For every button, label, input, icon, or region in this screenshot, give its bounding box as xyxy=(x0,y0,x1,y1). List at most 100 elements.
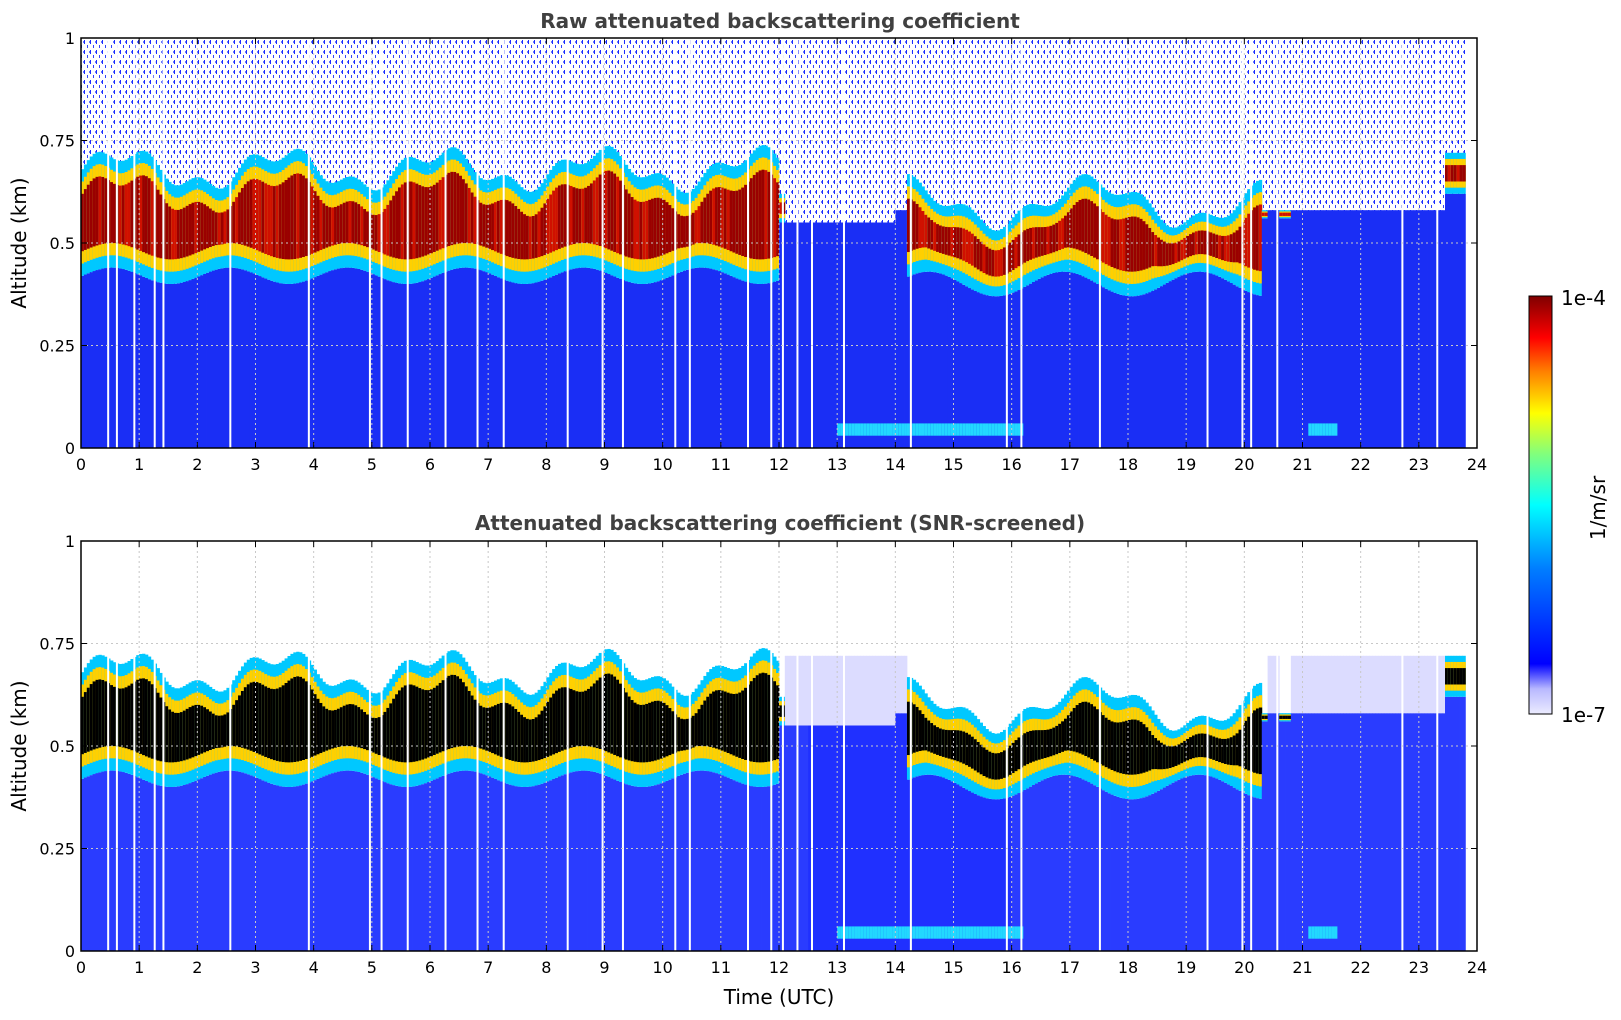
profile-column xyxy=(1011,795,1015,951)
profile-column xyxy=(1383,713,1388,951)
profile-column xyxy=(697,267,701,448)
profile-column xyxy=(191,278,195,448)
cloud-core xyxy=(604,673,608,752)
cloud-core xyxy=(1221,235,1225,261)
profile-column xyxy=(802,222,806,448)
profile-column xyxy=(1346,713,1350,951)
surface-layer xyxy=(869,926,873,939)
cloud-core xyxy=(581,188,585,244)
profile-column xyxy=(1264,218,1268,448)
profile-column xyxy=(400,283,405,448)
cloud-core xyxy=(569,688,573,748)
profile-column xyxy=(534,282,539,448)
cloud-core xyxy=(645,703,649,763)
profile-column xyxy=(822,725,826,951)
profile-column xyxy=(874,725,879,951)
surface-layer xyxy=(1334,423,1338,436)
profile-column xyxy=(767,283,771,448)
cloud-core xyxy=(1052,224,1056,253)
cloud-core xyxy=(968,734,972,767)
cloud-core xyxy=(1447,165,1452,182)
cloud-core xyxy=(627,696,632,761)
haze-column xyxy=(819,655,824,726)
profile-column xyxy=(403,786,408,951)
cloud-core xyxy=(147,178,152,255)
x-tick-label: 9 xyxy=(599,455,609,474)
cloud-core xyxy=(520,714,524,763)
profile-column xyxy=(1450,696,1455,951)
cloud-core xyxy=(979,744,983,775)
profile-column xyxy=(665,780,669,951)
profile-column xyxy=(1456,193,1460,448)
profile-column xyxy=(1096,283,1100,448)
profile-column xyxy=(450,772,454,951)
surface-layer xyxy=(915,926,919,939)
profile-column xyxy=(1037,781,1042,951)
profile-column xyxy=(1462,193,1466,448)
profile-column xyxy=(828,725,832,951)
cloud-core xyxy=(415,686,419,762)
cloud-core xyxy=(81,193,85,252)
cloud-core xyxy=(1462,165,1466,182)
profile-column xyxy=(872,725,876,951)
colorbar-min-label: 1e-7 xyxy=(1561,703,1606,727)
cloud-core xyxy=(281,182,285,260)
profile-column xyxy=(374,275,379,448)
haze-column xyxy=(1270,655,1274,714)
profile-column xyxy=(1357,713,1362,951)
cloud-core xyxy=(915,706,919,752)
haze-column xyxy=(1308,655,1312,714)
profile-column xyxy=(1157,790,1161,951)
cloud-core xyxy=(994,250,998,277)
cloud-core xyxy=(432,184,437,252)
profile-column xyxy=(235,771,239,951)
cloud-core xyxy=(970,736,975,769)
cloud-core xyxy=(232,704,236,747)
cloud-core xyxy=(938,728,943,756)
cloud-core xyxy=(741,690,745,760)
profile-column xyxy=(348,770,352,951)
cloud-core xyxy=(1189,737,1193,760)
profile-column xyxy=(584,770,588,951)
surface-layer xyxy=(944,423,949,436)
profile-column xyxy=(1000,798,1004,951)
profile-column xyxy=(555,274,559,448)
cloud-core xyxy=(589,686,594,747)
surface-layer xyxy=(973,423,978,436)
cloud-core xyxy=(1445,165,1449,182)
profile-column xyxy=(1279,721,1283,951)
profile-column xyxy=(851,725,856,951)
cloud-core xyxy=(81,696,85,755)
surface-layer xyxy=(860,423,864,436)
cloud-core xyxy=(773,681,777,761)
profile-column xyxy=(997,799,1001,951)
cloud-core xyxy=(1279,715,1283,719)
cloud-core xyxy=(290,678,294,763)
cloud-core xyxy=(653,700,658,761)
profile-column xyxy=(319,274,323,448)
profile-column xyxy=(171,283,175,448)
profile-column xyxy=(557,776,562,951)
cloud-core xyxy=(636,201,640,260)
profile-column xyxy=(176,283,181,448)
profile-column xyxy=(1418,210,1423,448)
profile-column xyxy=(936,272,940,448)
profile-column xyxy=(1142,797,1146,951)
profile-column xyxy=(1087,782,1091,951)
profile-column xyxy=(1305,713,1309,951)
profile-column xyxy=(1334,713,1338,951)
profile-column xyxy=(336,268,341,448)
cloud-core xyxy=(461,179,466,244)
x-tick-label: 3 xyxy=(250,958,260,977)
surface-layer xyxy=(866,926,870,939)
cloud-core xyxy=(1238,729,1242,767)
profile-column xyxy=(1151,793,1155,951)
haze-column xyxy=(1363,655,1367,714)
x-tick-label: 24 xyxy=(1467,958,1487,977)
data-gap xyxy=(307,541,310,951)
profile-column xyxy=(624,784,629,951)
cloud-core xyxy=(953,730,957,761)
profile-column xyxy=(525,786,530,951)
surface-layer xyxy=(1017,926,1021,939)
profile-column xyxy=(403,283,408,448)
